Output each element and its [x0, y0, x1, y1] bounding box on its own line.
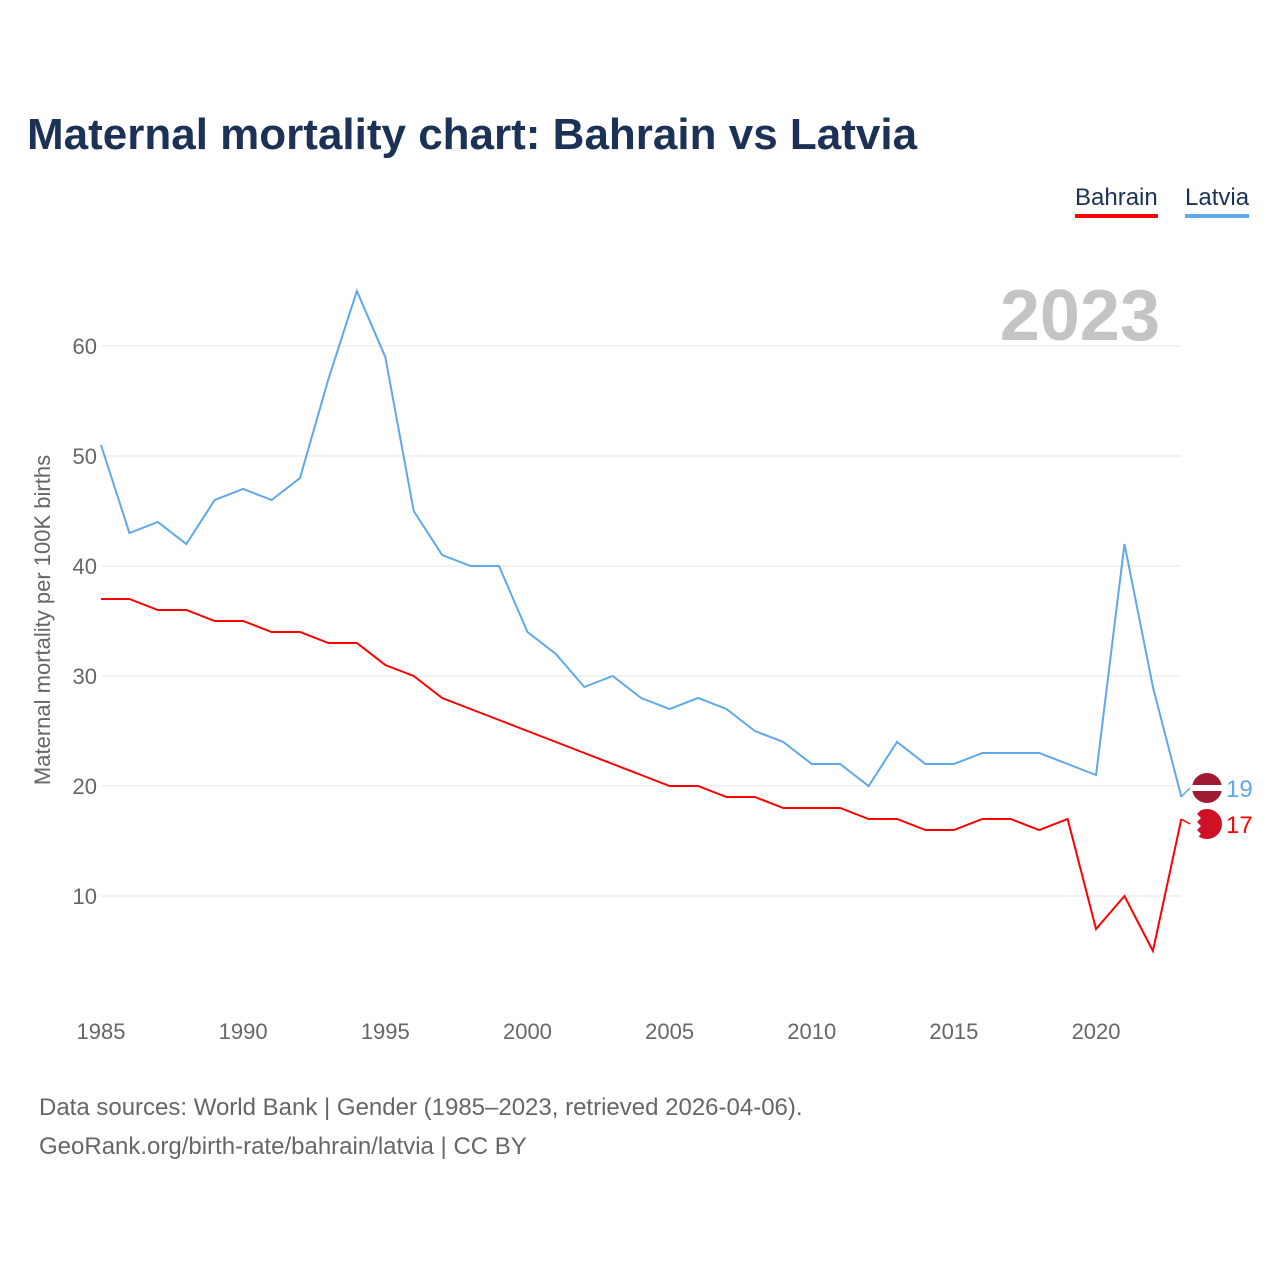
- y-tick-label: 50: [73, 444, 97, 469]
- end-connector: [1180, 787, 1191, 798]
- legend-bahrain[interactable]: Bahrain: [1075, 184, 1158, 218]
- bahrain-flag-icon: [1192, 809, 1222, 839]
- y-tick-label: 10: [73, 884, 97, 909]
- chart-title: Maternal mortality chart: Bahrain vs Lat…: [27, 110, 918, 159]
- legend-latvia[interactable]: Latvia: [1185, 184, 1250, 218]
- series-line-bahrain: [101, 598, 1183, 954]
- latvia-flag-icon: [1192, 773, 1222, 803]
- y-axis-label: Maternal mortality per 100K births: [30, 455, 55, 785]
- flag-serration: [1192, 810, 1201, 838]
- y-tick-label: 60: [73, 334, 97, 359]
- flag-stripe: [1192, 785, 1222, 791]
- y-tick-label: 40: [73, 554, 97, 579]
- x-tick-label: 2010: [787, 1019, 836, 1044]
- y-tick-label: 30: [73, 664, 97, 689]
- x-tick-label: 2000: [503, 1019, 552, 1044]
- x-tick-label: 2005: [645, 1019, 694, 1044]
- footer-credit[interactable]: GeoRank.org/birth-rate/bahrain/latvia | …: [39, 1133, 527, 1160]
- end-value-label: 19: [1226, 776, 1253, 803]
- y-tick-label: 20: [73, 774, 97, 799]
- end-connector: [1180, 818, 1191, 825]
- series-line-latvia: [100, 288, 1183, 798]
- footer-sources: Data sources: World Bank | Gender (1985–…: [39, 1094, 803, 1121]
- x-tick-label: 1995: [361, 1019, 410, 1044]
- year-watermark: 2023: [1000, 276, 1160, 356]
- x-tick-label: 2015: [929, 1019, 978, 1044]
- end-value-label: 17: [1226, 812, 1253, 839]
- x-tick-label: 2020: [1072, 1019, 1121, 1044]
- footer: Data sources: World Bank | Gender (1985–…: [39, 1088, 803, 1166]
- x-tick-label: 1990: [219, 1019, 268, 1044]
- x-tick-label: 1985: [77, 1019, 126, 1044]
